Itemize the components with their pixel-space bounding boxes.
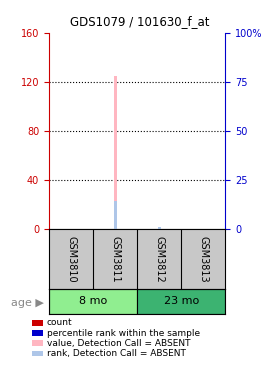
Bar	[114, 76, 117, 229]
Text: rank, Detection Call = ABSENT: rank, Detection Call = ABSENT	[47, 349, 186, 358]
Bar	[49, 289, 137, 314]
Text: GSM3811: GSM3811	[110, 236, 120, 282]
Text: age ▶: age ▶	[11, 298, 44, 308]
Text: count: count	[47, 318, 73, 327]
Text: GDS1079 / 101630_f_at: GDS1079 / 101630_f_at	[70, 15, 210, 29]
Text: GSM3812: GSM3812	[154, 236, 164, 282]
Text: value, Detection Call = ABSENT: value, Detection Call = ABSENT	[47, 339, 190, 348]
Bar	[137, 289, 225, 314]
Bar	[158, 227, 161, 229]
Bar	[114, 201, 117, 229]
Text: GSM3810: GSM3810	[66, 236, 76, 282]
Text: GSM3813: GSM3813	[198, 236, 208, 282]
Text: 23 mo: 23 mo	[164, 296, 199, 306]
Text: 8 mo: 8 mo	[79, 296, 107, 306]
Text: percentile rank within the sample: percentile rank within the sample	[47, 329, 200, 337]
